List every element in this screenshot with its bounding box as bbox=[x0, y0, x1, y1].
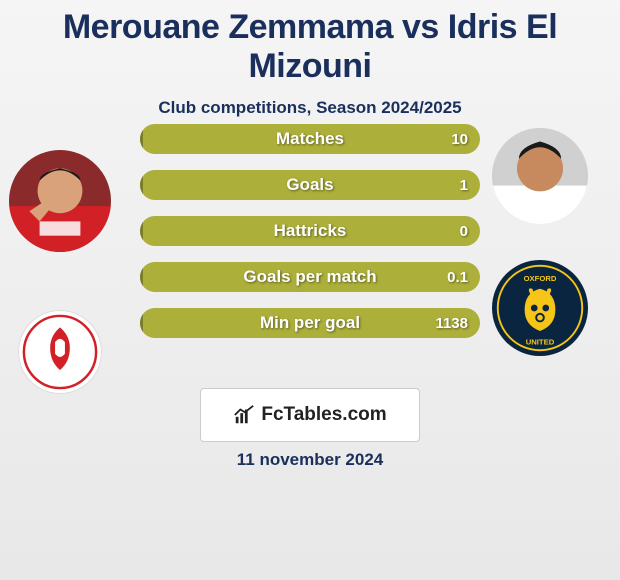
player-left-portrait-icon bbox=[9, 150, 111, 252]
stat-bar: Matches10 bbox=[140, 124, 480, 154]
fctables-logo-text: FcTables.com bbox=[261, 404, 386, 426]
subtitle: Club competitions, Season 2024/2025 bbox=[0, 98, 620, 118]
stat-bar: Min per goal1138 bbox=[140, 308, 480, 338]
stat-bar: Goals per match0.1 bbox=[140, 262, 480, 292]
stat-bar-label: Hattricks bbox=[140, 216, 480, 246]
page-title: Merouane Zemmama vs Idris El Mizouni bbox=[0, 0, 620, 86]
svg-text:OXFORD: OXFORD bbox=[524, 274, 557, 283]
stats-bars: Matches10Goals1Hattricks0Goals per match… bbox=[140, 124, 480, 354]
club-right-badge: OXFORD UNITED bbox=[492, 260, 588, 356]
stat-bar-label: Min per goal bbox=[140, 308, 480, 338]
stat-bar-label: Goals per match bbox=[140, 262, 480, 292]
stat-bar-label: Matches bbox=[140, 124, 480, 154]
club-right-crest-icon: OXFORD UNITED bbox=[492, 260, 588, 356]
player-left-avatar bbox=[9, 150, 111, 252]
stat-bar-value-right: 0 bbox=[460, 216, 468, 246]
player-right-portrait-icon bbox=[492, 128, 588, 224]
stat-bar: Goals1 bbox=[140, 170, 480, 200]
stat-bar-value-right: 0.1 bbox=[447, 262, 468, 292]
stat-bar-label: Goals bbox=[140, 170, 480, 200]
player-right-avatar bbox=[492, 128, 588, 224]
infographic-date: 11 november 2024 bbox=[0, 450, 620, 470]
stat-bar-value-right: 1138 bbox=[435, 308, 468, 338]
fctables-logo-box: FcTables.com bbox=[200, 388, 420, 442]
club-left-crest-icon bbox=[19, 311, 101, 393]
stat-bar-value-right: 10 bbox=[451, 124, 468, 154]
fctables-chart-icon bbox=[233, 404, 255, 426]
svg-text:UNITED: UNITED bbox=[526, 337, 555, 346]
stat-bar-value-right: 1 bbox=[460, 170, 468, 200]
stat-bar: Hattricks0 bbox=[140, 216, 480, 246]
club-left-badge bbox=[18, 310, 102, 394]
